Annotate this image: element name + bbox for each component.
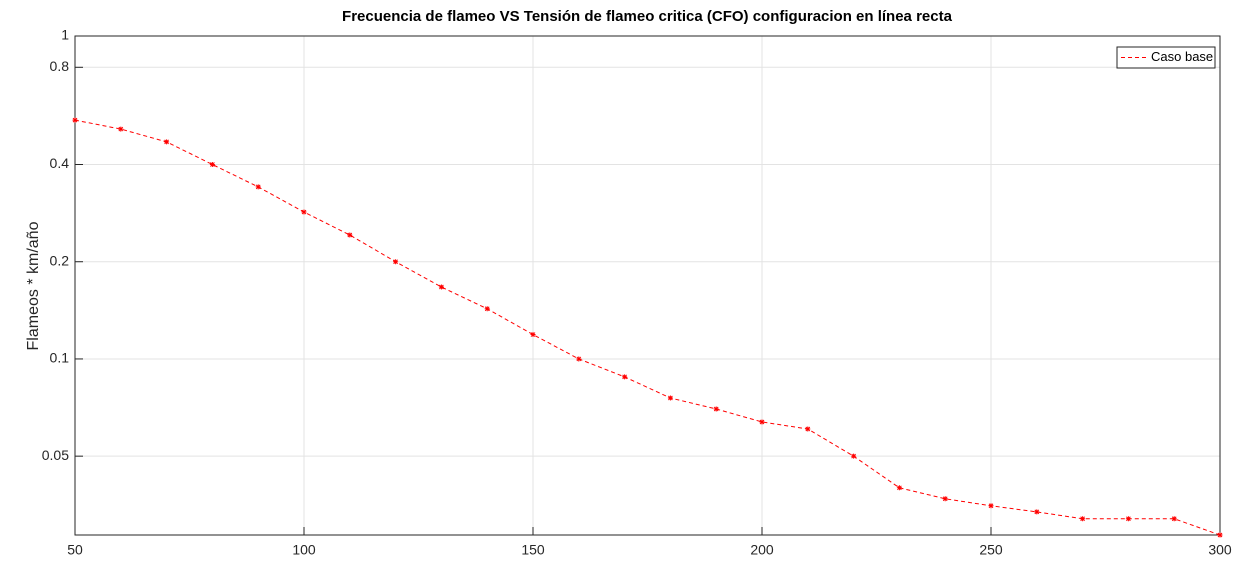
data-point — [1217, 532, 1223, 538]
y-tick-label: 0.1 — [50, 350, 70, 366]
data-point — [438, 284, 444, 290]
data-point — [1171, 516, 1177, 522]
data-point — [530, 332, 536, 338]
data-point — [164, 139, 170, 145]
plot-area — [75, 36, 1220, 535]
x-tick-label: 250 — [979, 542, 1003, 558]
data-point — [805, 426, 811, 432]
x-tick-label: 100 — [292, 542, 316, 558]
data-point — [622, 374, 628, 380]
data-point — [1080, 516, 1086, 522]
y-tick-label: 0.2 — [50, 252, 70, 268]
y-tick-label: 0.05 — [42, 447, 69, 463]
data-point — [301, 209, 307, 215]
data-point — [851, 453, 857, 459]
axes-box — [74, 35, 1221, 536]
y-axis-label: Flameos * km/año — [25, 221, 42, 350]
data-point — [347, 232, 353, 238]
y-tick-label: 0.8 — [50, 58, 70, 74]
data-point — [484, 306, 490, 312]
data-point — [72, 117, 78, 123]
y-tick-label: 1 — [61, 27, 69, 43]
data-point — [667, 395, 673, 401]
y-tick-label: 0.4 — [50, 155, 70, 171]
legend: Caso base — [1116, 46, 1216, 69]
data-point — [255, 184, 261, 190]
legend-label: Caso base — [1151, 49, 1213, 64]
series-line — [74, 119, 1221, 536]
data-point — [393, 259, 399, 265]
data-point — [576, 356, 582, 362]
x-tick-label: 150 — [521, 542, 545, 558]
x-tick-label: 200 — [750, 542, 774, 558]
data-point — [759, 419, 765, 425]
chart-title: Frecuencia de flameo VS Tensión de flame… — [342, 8, 953, 25]
data-point — [118, 126, 124, 132]
x-tick-label: 50 — [67, 542, 83, 558]
data-point — [1034, 509, 1040, 515]
data-point — [713, 406, 719, 412]
legend-box — [1116, 46, 1216, 69]
x-tick-label: 300 — [1208, 542, 1232, 558]
data-point — [896, 485, 902, 491]
data-point — [988, 503, 994, 509]
data-point — [1125, 516, 1131, 522]
data-point — [942, 496, 948, 502]
data-point — [209, 162, 215, 168]
